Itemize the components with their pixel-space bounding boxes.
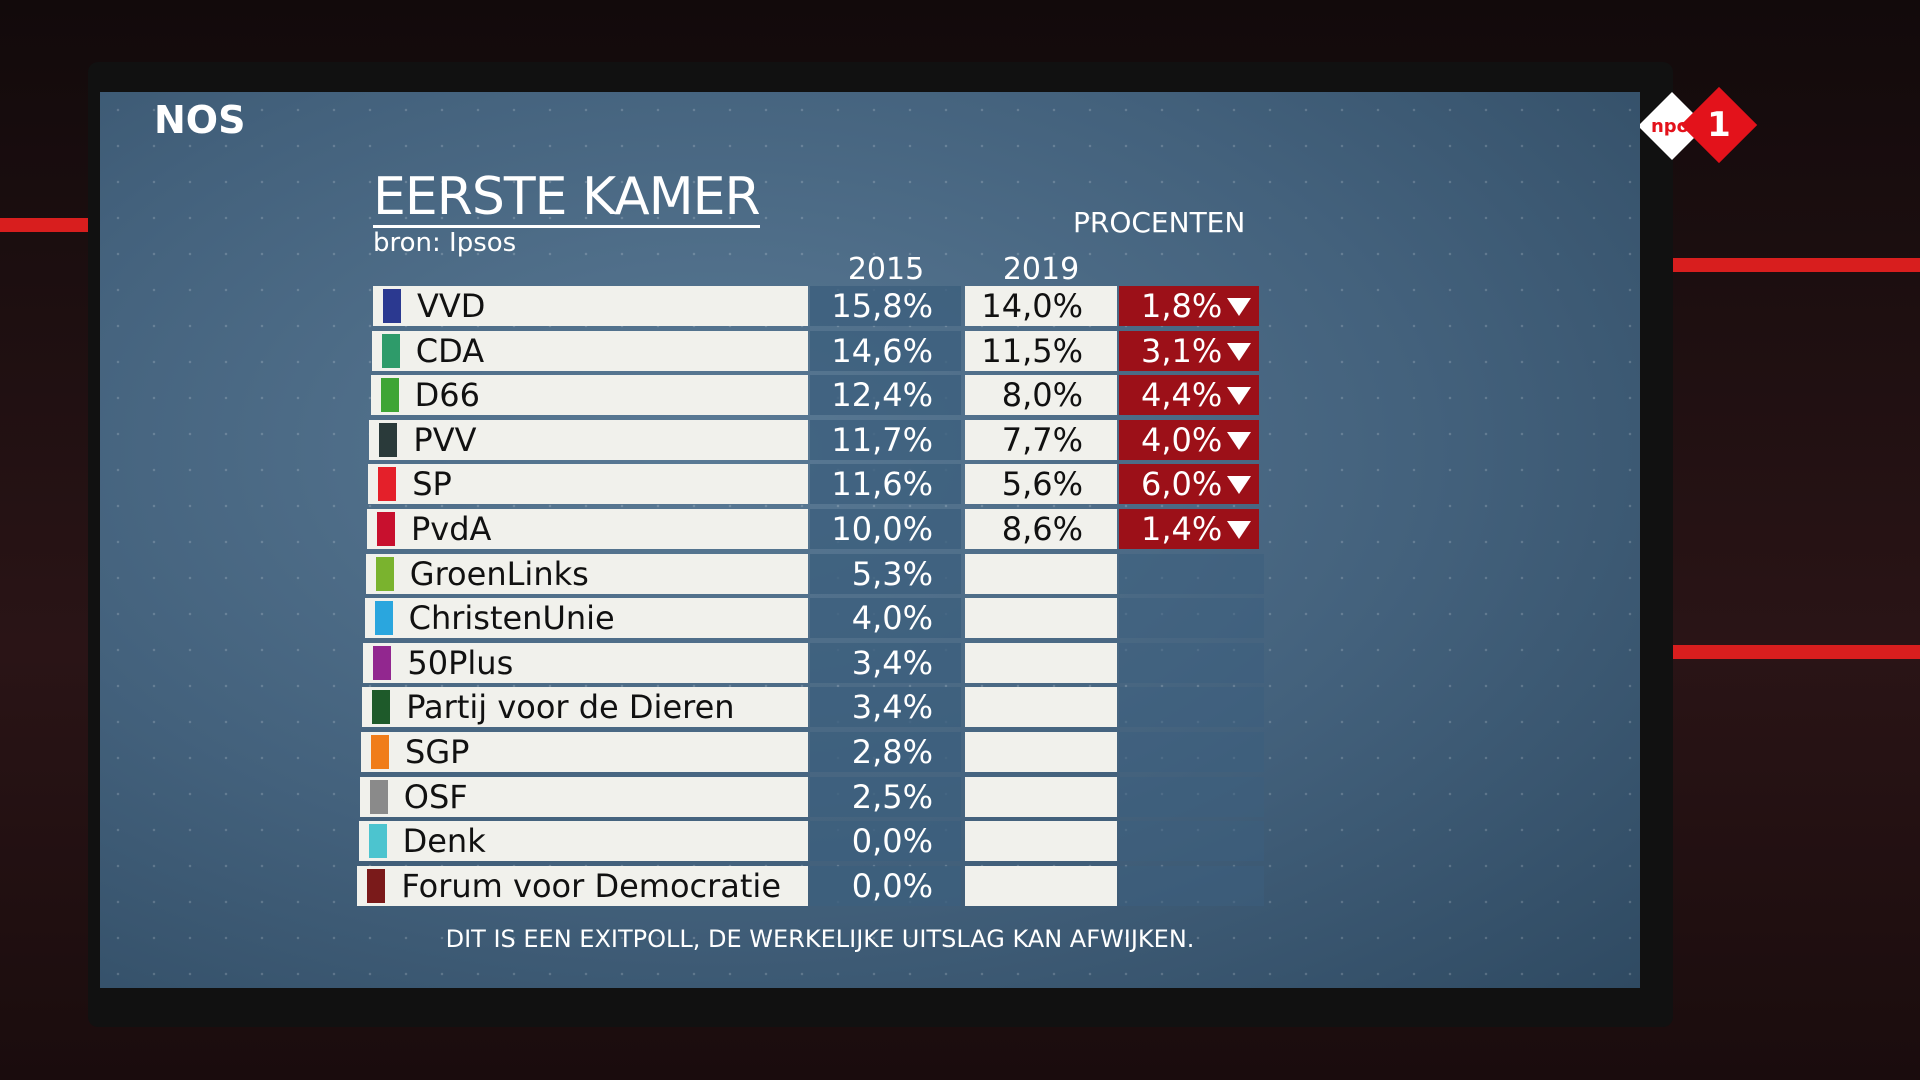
change-empty <box>1119 642 1264 683</box>
change-empty <box>1119 598 1264 639</box>
down-arrow <box>1227 387 1251 406</box>
value-2019 <box>965 732 1117 772</box>
change-empty <box>1119 865 1264 906</box>
change: 1,8% <box>1119 286 1259 326</box>
party-color <box>380 378 399 413</box>
party-name: CDA <box>371 330 808 371</box>
footer-note: DIT IS EEN EXITPOLL, DE WERKELIJKE UITSL… <box>445 925 1195 953</box>
value-2019: 14,0% <box>965 286 1117 326</box>
party-color <box>375 556 394 591</box>
change: 1,4% <box>1119 509 1259 549</box>
change-empty <box>1119 821 1264 862</box>
party-name: Partij voor de Dieren <box>362 687 808 728</box>
value-2015: 15,8% <box>810 286 961 326</box>
party-color <box>379 422 398 457</box>
party-name: VVD <box>373 286 808 326</box>
value-2019 <box>965 776 1117 817</box>
value-2015: 5,3% <box>810 553 961 594</box>
value-2015: 10,0% <box>810 509 961 549</box>
party-color <box>369 779 388 814</box>
source: bron: Ipsos <box>373 228 517 258</box>
change-empty <box>1119 776 1264 817</box>
value-2019: 8,0% <box>965 375 1117 416</box>
npo-brand: npo <box>1651 116 1689 137</box>
value-2019 <box>965 642 1117 683</box>
value-2015: 12,4% <box>810 375 961 416</box>
value-2019 <box>965 553 1117 594</box>
value-2019: 5,6% <box>965 464 1117 505</box>
value-2019 <box>965 821 1117 862</box>
down-arrow <box>1227 476 1251 495</box>
npo-logo: npo 1 <box>1640 86 1758 164</box>
down-arrow <box>1227 342 1251 361</box>
party-name: Forum voor Democratie <box>357 865 808 906</box>
npo-number: 1 <box>1707 105 1731 145</box>
change: 3,1% <box>1119 330 1259 371</box>
party-name: PVV <box>369 419 808 460</box>
value-2015: 4,0% <box>810 598 961 639</box>
unit-label: PROCENTEN <box>1073 206 1246 239</box>
studio-light <box>1670 258 1920 272</box>
party-color <box>368 824 387 859</box>
change-empty <box>1119 553 1264 594</box>
party-name: SP <box>368 464 808 505</box>
nos-logo: NOS <box>154 98 246 142</box>
party-color <box>378 467 397 502</box>
party-name: GroenLinks <box>365 553 808 594</box>
studio-light <box>0 218 100 232</box>
party-color <box>373 645 392 680</box>
value-2015: 14,6% <box>810 330 961 371</box>
value-2019 <box>965 687 1117 728</box>
down-arrow <box>1227 298 1251 316</box>
party-color <box>372 690 391 725</box>
value-2019 <box>965 598 1117 639</box>
value-2015: 11,6% <box>810 464 961 505</box>
value-2019: 8,6% <box>965 509 1117 549</box>
party-name: 50Plus <box>363 642 808 683</box>
party-name: SGP <box>361 732 808 772</box>
value-2019: 7,7% <box>965 419 1117 460</box>
studio-light <box>1670 645 1920 659</box>
title: EERSTE KAMER <box>373 167 761 228</box>
party-color <box>381 333 400 368</box>
value-2019 <box>965 865 1117 906</box>
party-name: OSF <box>359 776 808 817</box>
value-2015: 3,4% <box>810 687 961 728</box>
value-2015: 0,0% <box>810 821 961 862</box>
value-2015: 11,7% <box>810 419 961 460</box>
change: 6,0% <box>1119 464 1259 505</box>
value-2015: 2,8% <box>810 732 961 772</box>
value-2015: 0,0% <box>810 865 961 906</box>
down-arrow <box>1227 431 1251 450</box>
column-header: 2019 <box>1002 252 1080 287</box>
party-name: Denk <box>358 821 808 862</box>
value-2015: 3,4% <box>810 642 961 683</box>
value-2019: 11,5% <box>965 330 1117 371</box>
party-color <box>371 735 389 769</box>
party-name: D66 <box>370 375 808 416</box>
party-name: PvdA <box>367 509 808 549</box>
party-color <box>374 601 393 636</box>
change-empty <box>1119 687 1264 728</box>
party-color <box>377 512 395 546</box>
column-header: 2015 <box>847 252 925 287</box>
down-arrow <box>1227 521 1251 539</box>
change-empty <box>1119 732 1264 772</box>
value-2015: 2,5% <box>810 776 961 817</box>
party-color <box>383 289 401 323</box>
party-color <box>367 868 386 903</box>
party-name: ChristenUnie <box>364 598 808 639</box>
